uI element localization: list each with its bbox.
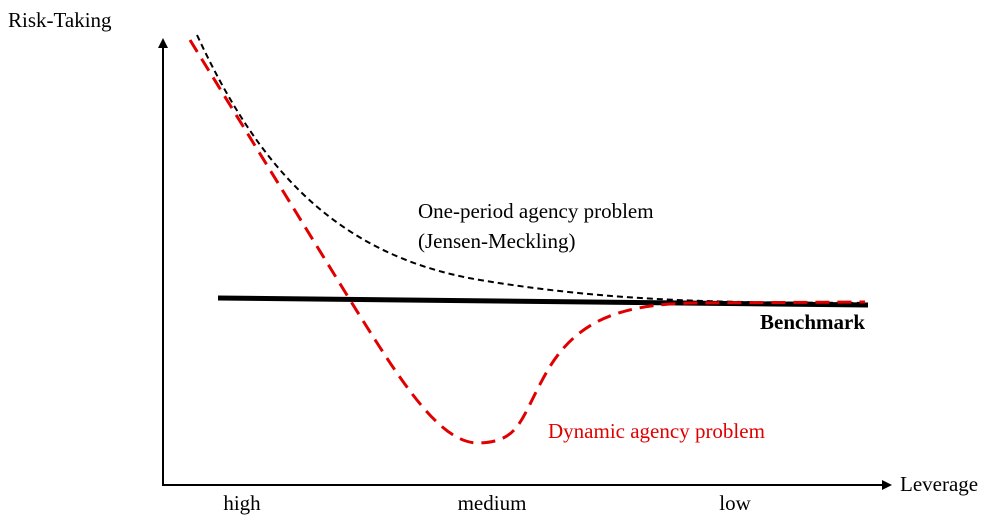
curve-label: (Jensen-Meckling) [418,229,575,253]
x-category: medium [458,491,527,515]
x-axis-label: Leverage [900,472,978,496]
dynamic-curve [188,39,866,445]
curve-label: Dynamic agency problem [548,419,765,443]
x-category: low [719,491,751,515]
y-axis-label: Risk-Taking [8,8,112,32]
one-period-curve [196,34,866,304]
x-category: high [223,491,261,515]
curve-label: One-period agency problem [418,199,654,223]
benchmark-label: Benchmark [760,310,865,334]
benchmark-line [217,295,869,308]
